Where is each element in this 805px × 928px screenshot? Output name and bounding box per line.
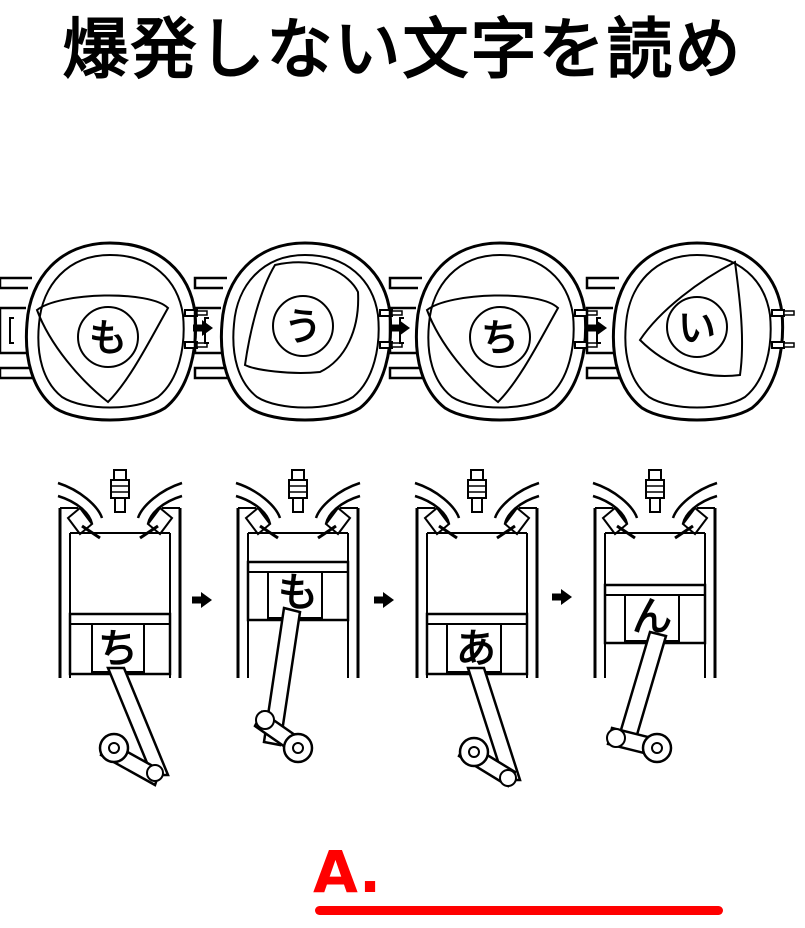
piston-engine-2: も: [234, 468, 362, 764]
piston-letter-3: あ: [456, 626, 496, 672]
rotary-letter-2: う: [284, 305, 322, 349]
piston-engine-1: ち: [56, 468, 184, 787]
arrow-right-icon: [192, 592, 212, 608]
piston-letter-2: も: [278, 570, 318, 616]
piston-letter-1: ち: [98, 626, 138, 672]
arrow-right-icon: [552, 589, 572, 605]
rotary-engine-2: う: [193, 241, 404, 422]
rotary-engine-4: い: [585, 241, 796, 422]
piston-engine-4: ん: [591, 468, 719, 764]
arrow-right-icon: [390, 320, 410, 336]
puzzle-title: 爆発しない文字を読め: [62, 11, 743, 88]
arrow-right-icon: [374, 592, 394, 608]
arrow-right-icon: [587, 320, 607, 336]
answer-underline: [315, 906, 723, 915]
rotary-letter-4: い: [678, 306, 716, 350]
rotary-engine-1: も: [0, 241, 209, 422]
piston-letter-4: ん: [632, 594, 672, 640]
rotary-letter-3: ち: [481, 316, 519, 360]
piston-engine-3: あ: [413, 468, 541, 788]
answer-label: A.: [313, 838, 381, 906]
rotary-letter-1: も: [89, 316, 127, 360]
rotary-engine-3: ち: [388, 241, 599, 422]
